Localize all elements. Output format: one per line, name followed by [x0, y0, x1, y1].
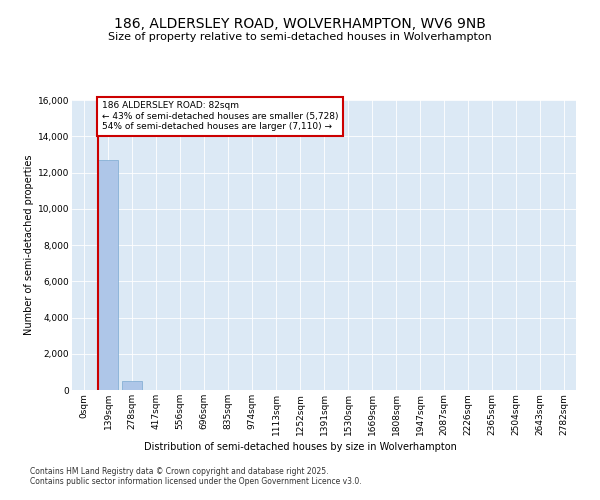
- Text: Size of property relative to semi-detached houses in Wolverhampton: Size of property relative to semi-detach…: [108, 32, 492, 42]
- Text: 186, ALDERSLEY ROAD, WOLVERHAMPTON, WV6 9NB: 186, ALDERSLEY ROAD, WOLVERHAMPTON, WV6 …: [114, 18, 486, 32]
- Bar: [122, 381, 142, 390]
- Y-axis label: Number of semi-detached properties: Number of semi-detached properties: [23, 155, 34, 336]
- Text: Contains HM Land Registry data © Crown copyright and database right 2025.: Contains HM Land Registry data © Crown c…: [30, 467, 329, 476]
- Text: 186 ALDERSLEY ROAD: 82sqm
← 43% of semi-detached houses are smaller (5,728)
54% : 186 ALDERSLEY ROAD: 82sqm ← 43% of semi-…: [102, 102, 338, 132]
- Text: Distribution of semi-detached houses by size in Wolverhampton: Distribution of semi-detached houses by …: [143, 442, 457, 452]
- Text: Contains public sector information licensed under the Open Government Licence v3: Contains public sector information licen…: [30, 477, 362, 486]
- Bar: [98, 160, 118, 390]
